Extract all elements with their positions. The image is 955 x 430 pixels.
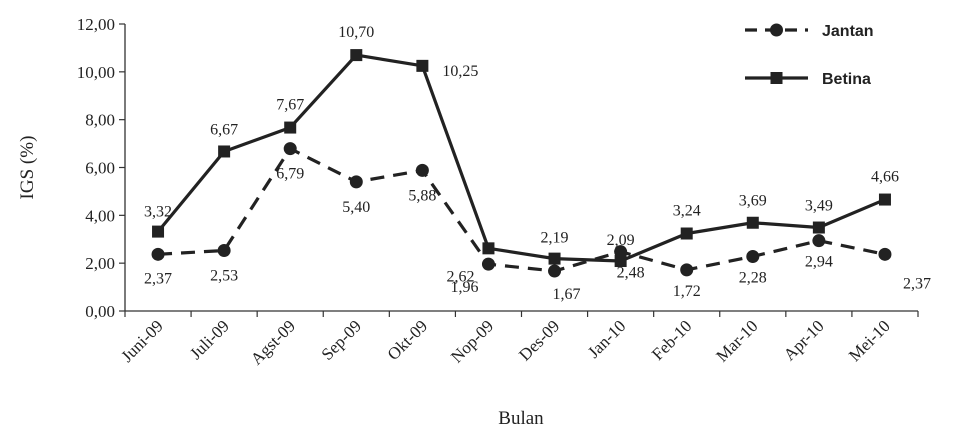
series-jantan	[151, 142, 892, 278]
data-point-jantan	[812, 234, 826, 248]
data-point-betina	[218, 145, 231, 158]
data-label-betina: 3,32	[144, 204, 172, 221]
y-tick-label: 8,00	[85, 111, 115, 130]
x-tick-label: Apr-10	[780, 316, 828, 364]
y-tick-label: 6,00	[85, 159, 115, 178]
data-label-betina: 10,70	[338, 24, 374, 41]
data-point-betina	[746, 216, 759, 229]
x-tick-label: Sep-09	[318, 316, 365, 363]
data-point-betina	[482, 242, 495, 255]
legend-marker	[770, 72, 783, 84]
series-layer	[151, 49, 892, 278]
x-tick-label: Jan-10	[584, 316, 629, 361]
data-label-jantan: 5,88	[408, 187, 436, 204]
x-tick-label: Des-09	[515, 316, 563, 364]
legend-marker	[770, 23, 783, 37]
data-point-betina	[548, 252, 561, 265]
x-tick-label: Agst-09	[247, 316, 299, 368]
y-tick-label: 0,00	[85, 302, 115, 321]
data-label-jantan: 2,37	[144, 270, 172, 287]
y-tick-label: 2,00	[85, 254, 115, 273]
data-label-jantan: 5,40	[342, 199, 370, 216]
legend-item-betina: Betina	[745, 71, 871, 88]
data-label-betina: 4,66	[871, 169, 899, 186]
data-label-jantan: 6,79	[276, 166, 304, 183]
data-label-jantan: 1,72	[673, 283, 701, 300]
data-point-betina	[152, 225, 165, 238]
data-label-betina: 3,24	[673, 203, 701, 220]
data-label-jantan: 2,48	[617, 265, 645, 282]
y-tick-label: 10,00	[77, 63, 115, 82]
data-point-jantan	[548, 264, 562, 278]
data-point-betina	[350, 49, 363, 62]
x-tick-label: Mar-10	[712, 316, 761, 365]
x-tick-label: Okt-09	[384, 316, 431, 363]
data-point-betina	[812, 221, 825, 234]
data-label-jantan: 2,94	[805, 254, 833, 271]
data-point-jantan	[151, 247, 165, 261]
y-tick-label: 4,00	[85, 206, 115, 225]
data-label-jantan: 2,28	[739, 269, 767, 286]
x-tick-label: Juni-09	[117, 316, 166, 365]
data-point-jantan	[283, 142, 297, 156]
series-line-betina	[156, 53, 886, 263]
data-label-jantan: 1,96	[450, 279, 478, 296]
x-tick-label: Mei-10	[845, 316, 894, 365]
data-labels: 2,37 2,53 6,79 5,40 5,88 1,96 1,67 2,48 1,72 2,28…	[144, 24, 931, 303]
legend: Jantan Betina	[745, 23, 874, 88]
y-tick-label: 12,00	[77, 15, 115, 34]
data-label-betina: 3,69	[739, 193, 767, 210]
data-label-betina: 3,49	[805, 198, 833, 215]
legend-label: Jantan	[822, 23, 874, 40]
x-tick-label: Feb-10	[648, 316, 695, 363]
x-tick-label: Nop-09	[447, 316, 497, 366]
data-point-betina	[614, 255, 627, 268]
legend-label: Betina	[822, 71, 871, 88]
data-point-betina	[680, 227, 693, 240]
data-label-jantan: 2,53	[210, 267, 238, 284]
data-label-betina: 2,19	[541, 230, 569, 247]
data-label-jantan: 1,67	[553, 286, 581, 303]
data-label-jantan: 2,37	[903, 275, 931, 292]
data-point-jantan	[415, 163, 429, 177]
data-point-jantan	[217, 243, 231, 257]
data-point-jantan	[481, 257, 495, 271]
data-point-jantan	[746, 249, 760, 263]
data-point-betina	[284, 121, 297, 134]
data-label-betina: 7,67	[276, 97, 304, 114]
data-label-betina: 2,09	[607, 232, 635, 249]
data-point-jantan	[349, 175, 363, 189]
legend-item-jantan: Jantan	[745, 23, 874, 40]
data-point-jantan	[680, 263, 694, 277]
data-point-jantan	[614, 245, 628, 259]
data-point-betina	[416, 59, 429, 72]
x-tick-label: Juli-09	[186, 316, 233, 363]
series-betina	[152, 49, 891, 268]
series-line-jantan	[157, 147, 886, 273]
y-axis-title: IGS (%)	[17, 136, 38, 200]
data-label-betina: 6,67	[210, 121, 238, 138]
data-point-jantan	[878, 247, 892, 261]
data-point-betina	[878, 193, 891, 206]
axes: 0,00 2,00 4,00 6,00 8,00 10,00 12,00 Juni-09 Jul…	[77, 15, 919, 369]
data-label-betina: 10,25	[442, 63, 478, 80]
x-axis-title: Bulan	[498, 408, 544, 429]
data-label-betina: 2,62	[446, 268, 474, 285]
